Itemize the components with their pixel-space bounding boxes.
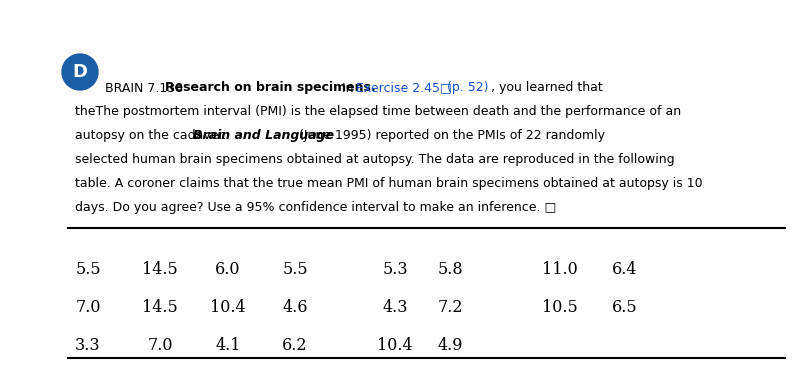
- Text: 11.0: 11.0: [542, 262, 577, 279]
- Text: 4.9: 4.9: [436, 337, 462, 355]
- Text: In: In: [337, 81, 357, 94]
- Text: 10.4: 10.4: [210, 299, 246, 317]
- Text: , you learned that: , you learned that: [491, 81, 602, 94]
- Text: D: D: [72, 63, 88, 81]
- Text: 3.3: 3.3: [75, 337, 101, 355]
- Text: Research on brain specimens.: Research on brain specimens.: [165, 81, 375, 94]
- Text: 5.5: 5.5: [75, 262, 101, 279]
- Text: theThe postmortem interval (PMI) is the elapsed time between death and the perfo: theThe postmortem interval (PMI) is the …: [75, 106, 680, 119]
- Text: 5.3: 5.3: [382, 262, 407, 279]
- Text: 10.4: 10.4: [377, 337, 412, 355]
- Text: 7.2: 7.2: [436, 299, 462, 317]
- Text: table. A coroner claims that the true mean PMI of human brain specimens obtained: table. A coroner claims that the true me…: [75, 177, 702, 190]
- Text: 7.0: 7.0: [75, 299, 101, 317]
- Text: 14.5: 14.5: [142, 299, 178, 317]
- Text: selected human brain specimens obtained at autopsy. The data are reproduced in t: selected human brain specimens obtained …: [75, 154, 674, 167]
- Text: 6.0: 6.0: [215, 262, 240, 279]
- Text: autopsy on the cadaver.: autopsy on the cadaver.: [75, 129, 230, 142]
- Text: (p. 52): (p. 52): [446, 81, 488, 94]
- Text: 6.4: 6.4: [611, 262, 637, 279]
- Text: □: □: [436, 81, 451, 94]
- Text: (June 1995) reported on the PMIs of 22 randomly: (June 1995) reported on the PMIs of 22 r…: [294, 129, 604, 142]
- Text: 5.5: 5.5: [282, 262, 307, 279]
- Circle shape: [62, 54, 98, 90]
- Text: 4.6: 4.6: [282, 299, 307, 317]
- Text: Brain and Language: Brain and Language: [193, 129, 333, 142]
- Text: Exercise 2.45: Exercise 2.45: [355, 81, 440, 94]
- Text: 6.5: 6.5: [611, 299, 637, 317]
- Text: 6.2: 6.2: [282, 337, 307, 355]
- Text: 4.1: 4.1: [215, 337, 240, 355]
- Text: 14.5: 14.5: [142, 262, 178, 279]
- Text: 7.0: 7.0: [147, 337, 173, 355]
- Text: BRAIN 7.138: BRAIN 7.138: [105, 81, 187, 94]
- Text: days. Do you agree? Use a 95% confidence interval to make an inference. □: days. Do you agree? Use a 95% confidence…: [75, 202, 556, 215]
- Text: 4.3: 4.3: [382, 299, 407, 317]
- Text: 5.8: 5.8: [436, 262, 462, 279]
- Text: 10.5: 10.5: [542, 299, 577, 317]
